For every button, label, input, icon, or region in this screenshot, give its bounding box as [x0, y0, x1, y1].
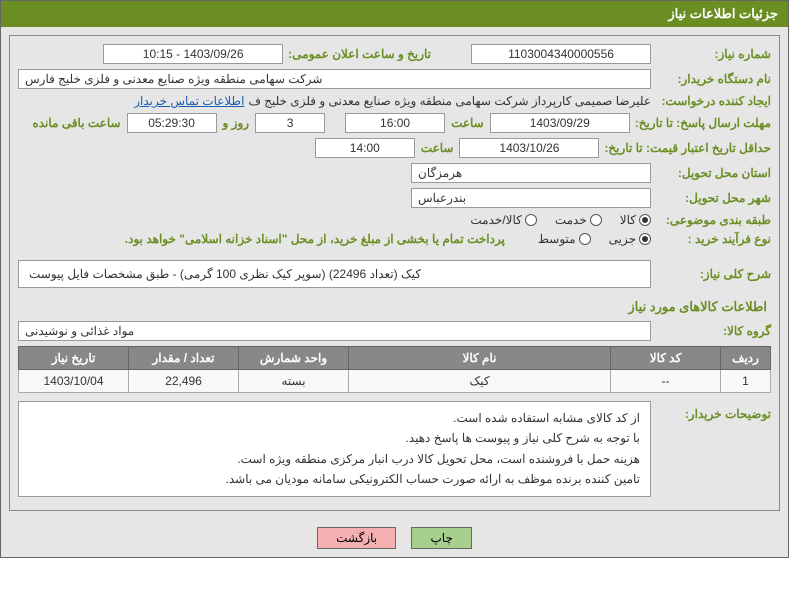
label-min-valid: حداقل تاریخ اعتبار قیمت: تا تاریخ: [599, 141, 771, 155]
label-process: نوع فرآیند خرید : [651, 232, 771, 246]
radio-cat-2[interactable]: کالا/خدمت [470, 213, 536, 227]
field-desc: کیک (تعداد 22496) (سوپر کیک نظری 100 گرم… [18, 260, 651, 288]
radio-proc-1[interactable]: متوسط [538, 232, 591, 246]
buyer-notes-box: از کد کالای مشابه استفاده شده است. با تو… [18, 401, 651, 497]
row-process: نوع فرآیند خرید : جزیی متوسط پرداخت تمام… [18, 232, 771, 246]
label-resp-deadline: مهلت ارسال پاسخ: تا تاریخ: [630, 116, 771, 130]
page-title-bar: جزئیات اطلاعات نیاز [1, 1, 788, 27]
label-day-and: روز و [217, 116, 256, 130]
main-panel: شماره نیاز: 1103004340000556 تاریخ و ساع… [9, 35, 780, 511]
td-code: -- [611, 370, 721, 393]
note-line: با توجه به شرح کلی نیاز و پیوست ها پاسخ … [29, 428, 640, 448]
goods-info-title: اطلاعات کالاهای مورد نیاز [18, 293, 771, 321]
field-resp-date: 1403/09/29 [490, 113, 630, 133]
label-city: شهر محل تحویل: [651, 191, 771, 205]
field-valid-date: 1403/10/26 [459, 138, 599, 158]
label-category: طبقه بندی موضوعی: [651, 213, 771, 227]
row-response-deadline: مهلت ارسال پاسخ: تا تاریخ: 1403/09/29 سا… [18, 113, 771, 133]
field-announce: 1403/09/26 - 10:15 [103, 44, 283, 64]
field-goods-group: مواد غذائی و نوشیدنی [18, 321, 651, 341]
radio-cat-2-label: کالا/خدمت [470, 213, 521, 227]
row-goods-group: گروه کالا: مواد غذائی و نوشیدنی [18, 321, 771, 341]
field-valid-time: 14:00 [315, 138, 415, 158]
note-line: تامین کننده برنده موظف به ارائه صورت حسا… [29, 469, 640, 489]
td-qty: 22,496 [129, 370, 239, 393]
row-category: طبقه بندی موضوعی: کالا خدمت کالا/خدمت [18, 213, 771, 227]
th-unit: واحد شمارش [239, 347, 349, 370]
table-header-row: ردیف کد کالا نام کالا واحد شمارش تعداد /… [19, 347, 771, 370]
label-desc: شرح کلی نیاز: [651, 267, 771, 281]
radio-cat-0-label: کالا [620, 213, 636, 227]
label-goods-group: گروه کالا: [651, 324, 771, 338]
radio-proc-0[interactable]: جزیی [609, 232, 651, 246]
label-hour-1: ساعت [445, 116, 490, 130]
radio-proc-0-label: جزیی [609, 232, 636, 246]
th-name: نام کالا [349, 347, 611, 370]
radio-cat-1-label: خدمت [555, 213, 587, 227]
label-announce: تاریخ و ساعت اعلان عمومی: [283, 47, 431, 61]
page-container: جزئیات اطلاعات نیاز شماره نیاز: 11030043… [0, 0, 789, 558]
row-validity: حداقل تاریخ اعتبار قیمت: تا تاریخ: 1403/… [18, 138, 771, 158]
row-city: شهر محل تحویل: بندرعباس [18, 188, 771, 208]
row-desc: شرح کلی نیاز: کیک (تعداد 22496) (سوپر کی… [18, 260, 771, 288]
th-row: ردیف [721, 347, 771, 370]
field-province: هرمزگان [411, 163, 651, 183]
label-remain: ساعت باقی مانده [26, 116, 126, 130]
radio-proc-1-label: متوسط [538, 232, 576, 246]
td-name: کیک [349, 370, 611, 393]
process-note: پرداخت تمام یا بخشی از مبلغ خرید، از محل… [125, 232, 505, 246]
label-buyer-notes: توضیحات خریدار: [651, 401, 771, 421]
td-unit: بسته [239, 370, 349, 393]
button-row: چاپ بازگشت [9, 519, 780, 549]
table-row: 1 -- کیک بسته 22,496 1403/10/04 [19, 370, 771, 393]
th-code: کد کالا [611, 347, 721, 370]
field-remain-time: 05:29:30 [127, 113, 217, 133]
page-title: جزئیات اطلاعات نیاز [668, 6, 778, 21]
label-need-no: شماره نیاز: [651, 47, 771, 61]
goods-table: ردیف کد کالا نام کالا واحد شمارش تعداد /… [18, 346, 771, 393]
row-need-no: شماره نیاز: 1103004340000556 تاریخ و ساع… [18, 44, 771, 64]
field-buyer-org: شرکت سهامی منطقه ویژه صنایع معدنی و فلزی… [18, 69, 651, 89]
note-line: هزینه حمل با فروشنده است، محل تحویل کالا… [29, 449, 640, 469]
td-date: 1403/10/04 [19, 370, 129, 393]
back-button[interactable]: بازگشت [317, 527, 396, 549]
note-line: از کد کالای مشابه استفاده شده است. [29, 408, 640, 428]
field-remain-days: 3 [255, 113, 325, 133]
row-buyer-notes: توضیحات خریدار: از کد کالای مشابه استفاد… [18, 401, 771, 497]
row-requester: ایجاد کننده درخواست: علیرضا صمیمی کارپرد… [18, 94, 771, 108]
radio-cat-0[interactable]: کالا [620, 213, 651, 227]
field-city: بندرعباس [411, 188, 651, 208]
content-area: شماره نیاز: 1103004340000556 تاریخ و ساع… [1, 27, 788, 557]
label-buyer-org: نام دستگاه خریدار: [651, 72, 771, 86]
print-button[interactable]: چاپ [411, 527, 471, 549]
label-province: استان محل تحویل: [651, 166, 771, 180]
radio-cat-1[interactable]: خدمت [555, 213, 602, 227]
field-requester: علیرضا صمیمی کارپرداز شرکت سهامی منطقه و… [248, 94, 651, 108]
row-buyer-org: نام دستگاه خریدار: شرکت سهامی منطقه ویژه… [18, 69, 771, 89]
contact-buyer-link[interactable]: اطلاعات تماس خریدار [134, 94, 244, 108]
row-province: استان محل تحویل: هرمزگان [18, 163, 771, 183]
field-need-no: 1103004340000556 [471, 44, 651, 64]
td-row: 1 [721, 370, 771, 393]
th-date: تاریخ نیاز [19, 347, 129, 370]
label-requester: ایجاد کننده درخواست: [651, 94, 771, 108]
th-qty: تعداد / مقدار [129, 347, 239, 370]
field-resp-time: 16:00 [345, 113, 445, 133]
label-hour-2: ساعت [415, 141, 460, 155]
